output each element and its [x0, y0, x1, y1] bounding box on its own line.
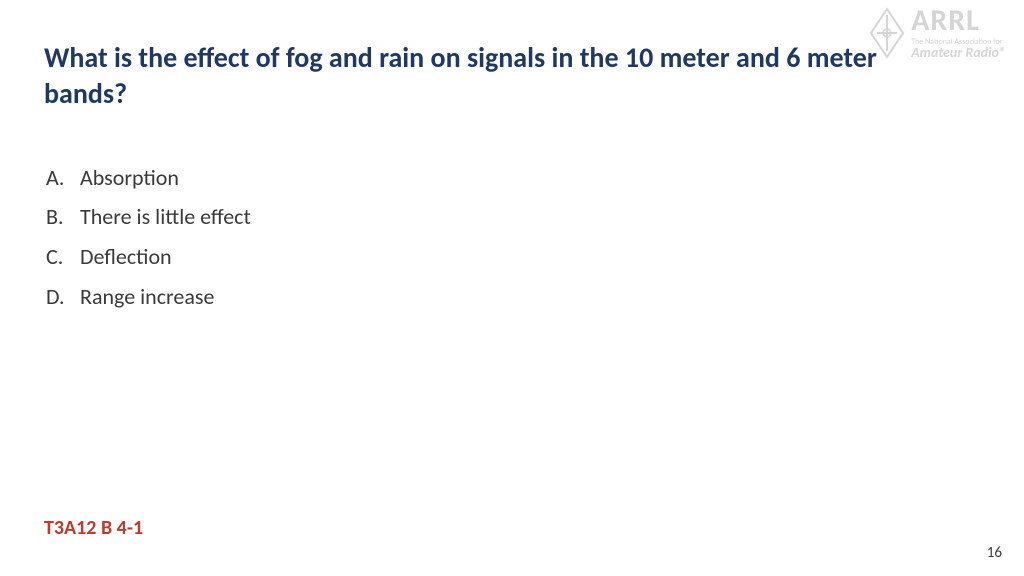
answer-list: A. Absorption B. There is little effect …	[46, 163, 980, 312]
logo-main-text: ARRL	[911, 6, 1006, 36]
answer-item: A. Absorption	[46, 163, 980, 193]
logo-text-block: ARRL The National Association for Amateu…	[911, 6, 1006, 60]
slide-container: ARRL The National Association for Amateu…	[0, 0, 1024, 576]
answer-item: B. There is little effect	[46, 202, 980, 232]
answer-letter: D.	[46, 282, 80, 312]
question-reference: T3A12 B 4-1	[44, 516, 143, 540]
question-title: What is the effect of fog and rain on si…	[44, 40, 924, 113]
answer-letter: A.	[46, 163, 80, 193]
page-number: 16	[987, 544, 1002, 562]
answer-letter: C.	[46, 242, 80, 272]
answer-text: There is little effect	[80, 202, 251, 232]
answer-letter: B.	[46, 202, 80, 232]
answer-text: Range increase	[80, 282, 214, 312]
answer-item: D. Range increase	[46, 282, 980, 312]
answer-text: Absorption	[80, 163, 179, 193]
logo-diamond-icon	[869, 7, 905, 59]
arrl-logo: ARRL The National Association for Amateu…	[869, 6, 1006, 60]
answer-item: C. Deflection	[46, 242, 980, 272]
logo-tag-text: Amateur Radio®	[911, 46, 1006, 60]
answer-text: Deflection	[80, 242, 172, 272]
